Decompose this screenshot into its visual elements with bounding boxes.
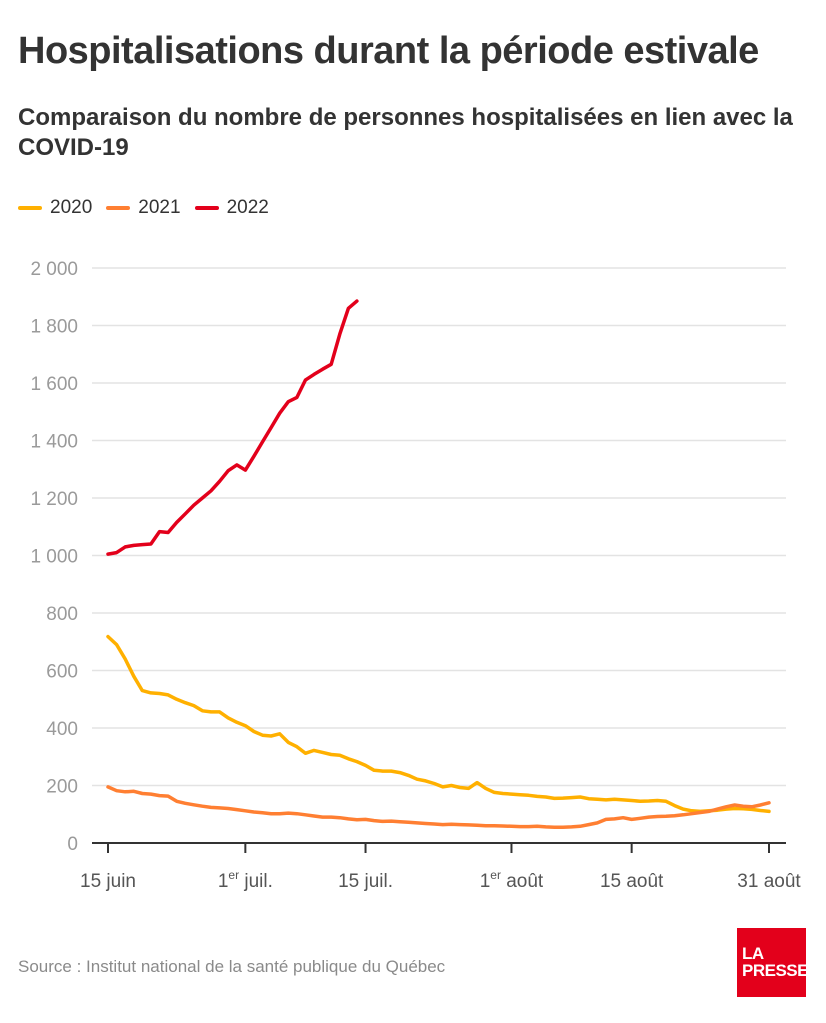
y-tick-label: 2 000 <box>30 259 78 280</box>
y-tick-label: 1 800 <box>30 317 78 338</box>
logo-line-1: LA <box>742 944 764 963</box>
legend-item-2020: 2020 <box>18 197 92 219</box>
y-tick-label: 200 <box>46 777 78 798</box>
y-tick-label: 1 200 <box>30 489 78 510</box>
legend: 2020 2021 2022 <box>18 197 269 219</box>
y-tick-label: 1 600 <box>30 374 78 395</box>
x-tick-label: 31 août <box>737 871 801 892</box>
logo-line-2: PRESSE <box>742 961 808 980</box>
y-axis-ticks: 0 200 400 600 800 1 000 1 200 1 400 1 600 1 800 2 … <box>30 259 78 855</box>
x-tick-label: 1er juil. <box>218 868 273 892</box>
la-presse-logo: LA PRESSE <box>737 928 808 997</box>
gridlines <box>92 267 786 787</box>
series-line-2021 <box>106 785 771 829</box>
y-tick-label: 1 000 <box>30 547 78 568</box>
x-axis: 15 juin 1er juil. 15 juil. 1er août 15 août 3… <box>80 842 801 892</box>
y-tick-label: 400 <box>46 719 78 740</box>
legend-label-2022: 2022 <box>226 197 269 218</box>
x-tick-label: 15 août <box>600 871 664 892</box>
legend-label-2020: 2020 <box>50 197 93 218</box>
series-line-2020 <box>106 634 771 814</box>
series-lines <box>106 299 771 829</box>
x-tick-label: 15 juil. <box>338 871 393 892</box>
legend-swatch-2022 <box>194 206 219 210</box>
y-tick-label: 0 <box>67 834 78 855</box>
y-tick-label: 800 <box>46 604 78 625</box>
legend-item-2021: 2021 <box>106 197 181 219</box>
x-tick-label: 1er août <box>480 868 544 892</box>
series-line-2022 <box>106 299 359 556</box>
x-tick-label: 15 juin <box>80 871 136 892</box>
legend-item-2022: 2022 <box>194 197 269 219</box>
line-chart: 0 200 400 600 800 1 000 1 200 1 400 1 600 1 800 2 … <box>30 259 801 892</box>
legend-swatch-2021 <box>106 206 131 210</box>
legend-label-2021: 2021 <box>138 197 181 218</box>
y-tick-label: 600 <box>46 662 78 683</box>
chart-title: Hospitalisations durant la période estiv… <box>18 30 759 72</box>
y-tick-label: 1 400 <box>30 432 78 453</box>
legend-swatch-2020 <box>18 206 42 210</box>
chart-subtitle: Comparaison du nombre de personnes hospi… <box>18 104 793 161</box>
source-note: Source : Institut national de la santé p… <box>18 957 446 976</box>
